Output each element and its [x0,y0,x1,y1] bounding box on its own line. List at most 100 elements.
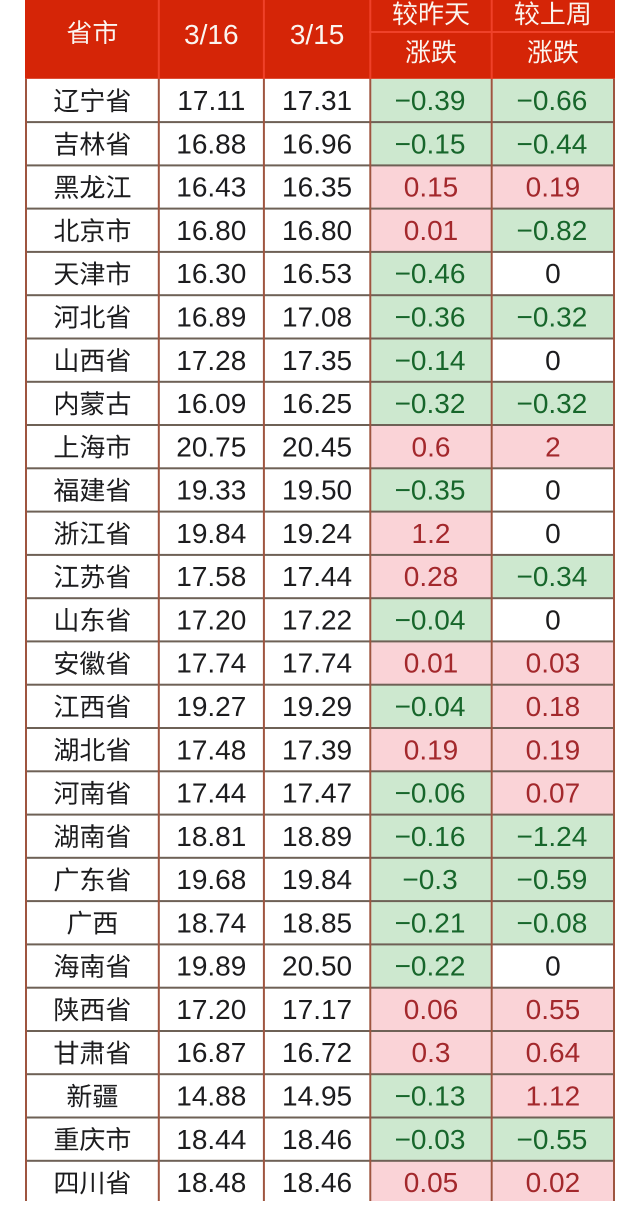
svg-text:0.19: 0.19 [404,734,459,765]
svg-text:16.80: 16.80 [282,215,352,246]
svg-text:−0.36: −0.36 [395,302,466,333]
svg-text:16.43: 16.43 [176,172,246,203]
svg-text:−0.55: −0.55 [516,1124,587,1155]
svg-text:0.01: 0.01 [404,215,459,246]
svg-text:0: 0 [545,475,561,506]
svg-text:−0.13: −0.13 [395,1081,466,1112]
svg-text:3/15: 3/15 [290,19,345,50]
svg-text:0.19: 0.19 [526,172,581,203]
svg-text:18.44: 18.44 [176,1124,246,1155]
svg-text:16.89: 16.89 [176,302,246,333]
svg-text:0.19: 0.19 [526,734,581,765]
svg-text:0.07: 0.07 [526,778,581,809]
svg-text:17.08: 17.08 [282,302,352,333]
svg-text:0: 0 [545,951,561,982]
svg-text:17.28: 17.28 [176,345,246,376]
svg-text:17.35: 17.35 [282,345,352,376]
svg-text:−0.32: −0.32 [516,302,587,333]
svg-text:0.55: 0.55 [526,994,581,1025]
svg-text:17.74: 17.74 [282,648,352,679]
svg-text:−0.44: −0.44 [516,128,587,159]
svg-text:0.05: 0.05 [404,1167,459,1198]
svg-text:−0.3: −0.3 [402,864,457,895]
svg-text:−0.04: −0.04 [395,604,466,635]
svg-text:16.25: 16.25 [282,388,352,419]
svg-text:14.88: 14.88 [176,1081,246,1112]
svg-text:0.02: 0.02 [526,1167,581,1198]
svg-text:18.74: 18.74 [176,907,246,938]
svg-text:16.09: 16.09 [176,388,246,419]
svg-text:19.29: 19.29 [282,691,352,722]
svg-text:16.87: 16.87 [176,1037,246,1068]
svg-text:19.84: 19.84 [282,864,352,895]
svg-text:19.24: 19.24 [282,518,352,549]
svg-text:16.53: 16.53 [282,258,352,289]
svg-text:0.06: 0.06 [404,994,459,1025]
svg-text:19.89: 19.89 [176,951,246,982]
svg-text:−0.46: −0.46 [395,258,466,289]
svg-text:18.89: 18.89 [282,821,352,852]
svg-text:−0.08: −0.08 [516,907,587,938]
svg-text:0.15: 0.15 [404,172,459,203]
svg-text:16.35: 16.35 [282,172,352,203]
svg-text:17.74: 17.74 [176,648,246,679]
svg-text:−0.22: −0.22 [395,951,466,982]
svg-text:17.48: 17.48 [176,734,246,765]
svg-text:−0.04: −0.04 [395,691,466,722]
svg-text:−0.66: −0.66 [516,85,587,116]
svg-text:16.96: 16.96 [282,128,352,159]
svg-text:17.47: 17.47 [282,778,352,809]
svg-text:18.46: 18.46 [282,1167,352,1198]
svg-text:17.20: 17.20 [176,994,246,1025]
svg-text:19.27: 19.27 [176,691,246,722]
svg-text:3/16: 3/16 [184,19,239,50]
svg-text:−0.39: −0.39 [395,85,466,116]
svg-text:18.81: 18.81 [176,821,246,852]
svg-text:0.64: 0.64 [526,1037,581,1068]
svg-text:−0.32: −0.32 [516,388,587,419]
svg-text:−0.14: −0.14 [395,345,466,376]
svg-text:17.44: 17.44 [282,561,352,592]
svg-text:16.80: 16.80 [176,215,246,246]
svg-text:0.18: 0.18 [526,691,581,722]
svg-text:17.22: 17.22 [282,604,352,635]
svg-text:−0.34: −0.34 [516,561,587,592]
svg-text:20.50: 20.50 [282,951,352,982]
svg-text:17.31: 17.31 [282,85,352,116]
svg-text:17.17: 17.17 [282,994,352,1025]
svg-text:14.95: 14.95 [282,1081,352,1112]
svg-text:−0.03: −0.03 [395,1124,466,1155]
svg-text:0.3: 0.3 [412,1037,451,1068]
svg-text:19.33: 19.33 [176,475,246,506]
svg-text:0: 0 [545,604,561,635]
svg-text:19.50: 19.50 [282,475,352,506]
svg-text:−0.16: −0.16 [395,821,466,852]
svg-text:16.30: 16.30 [176,258,246,289]
svg-text:18.85: 18.85 [282,907,352,938]
svg-text:−0.59: −0.59 [516,864,587,895]
svg-text:20.45: 20.45 [282,431,352,462]
svg-text:19.68: 19.68 [176,864,246,895]
svg-text:0.6: 0.6 [412,431,451,462]
svg-text:17.20: 17.20 [176,604,246,635]
svg-text:19.84: 19.84 [176,518,246,549]
svg-text:18.48: 18.48 [176,1167,246,1198]
svg-text:0.28: 0.28 [404,561,459,592]
svg-text:1.2: 1.2 [412,518,451,549]
svg-text:2: 2 [545,431,561,462]
svg-text:16.72: 16.72 [282,1037,352,1068]
svg-text:−0.06: −0.06 [395,778,466,809]
svg-text:1.12: 1.12 [526,1081,581,1112]
svg-text:−0.21: −0.21 [395,907,466,938]
svg-text:20.75: 20.75 [176,431,246,462]
svg-text:17.44: 17.44 [176,778,246,809]
svg-text:0: 0 [545,258,561,289]
svg-text:−0.32: −0.32 [395,388,466,419]
svg-text:−0.15: −0.15 [395,128,466,159]
svg-text:−0.82: −0.82 [516,215,587,246]
svg-text:0.01: 0.01 [404,648,459,679]
svg-text:17.39: 17.39 [282,734,352,765]
svg-text:17.11: 17.11 [177,85,245,116]
svg-text:0: 0 [545,345,561,376]
svg-text:−0.35: −0.35 [395,475,466,506]
